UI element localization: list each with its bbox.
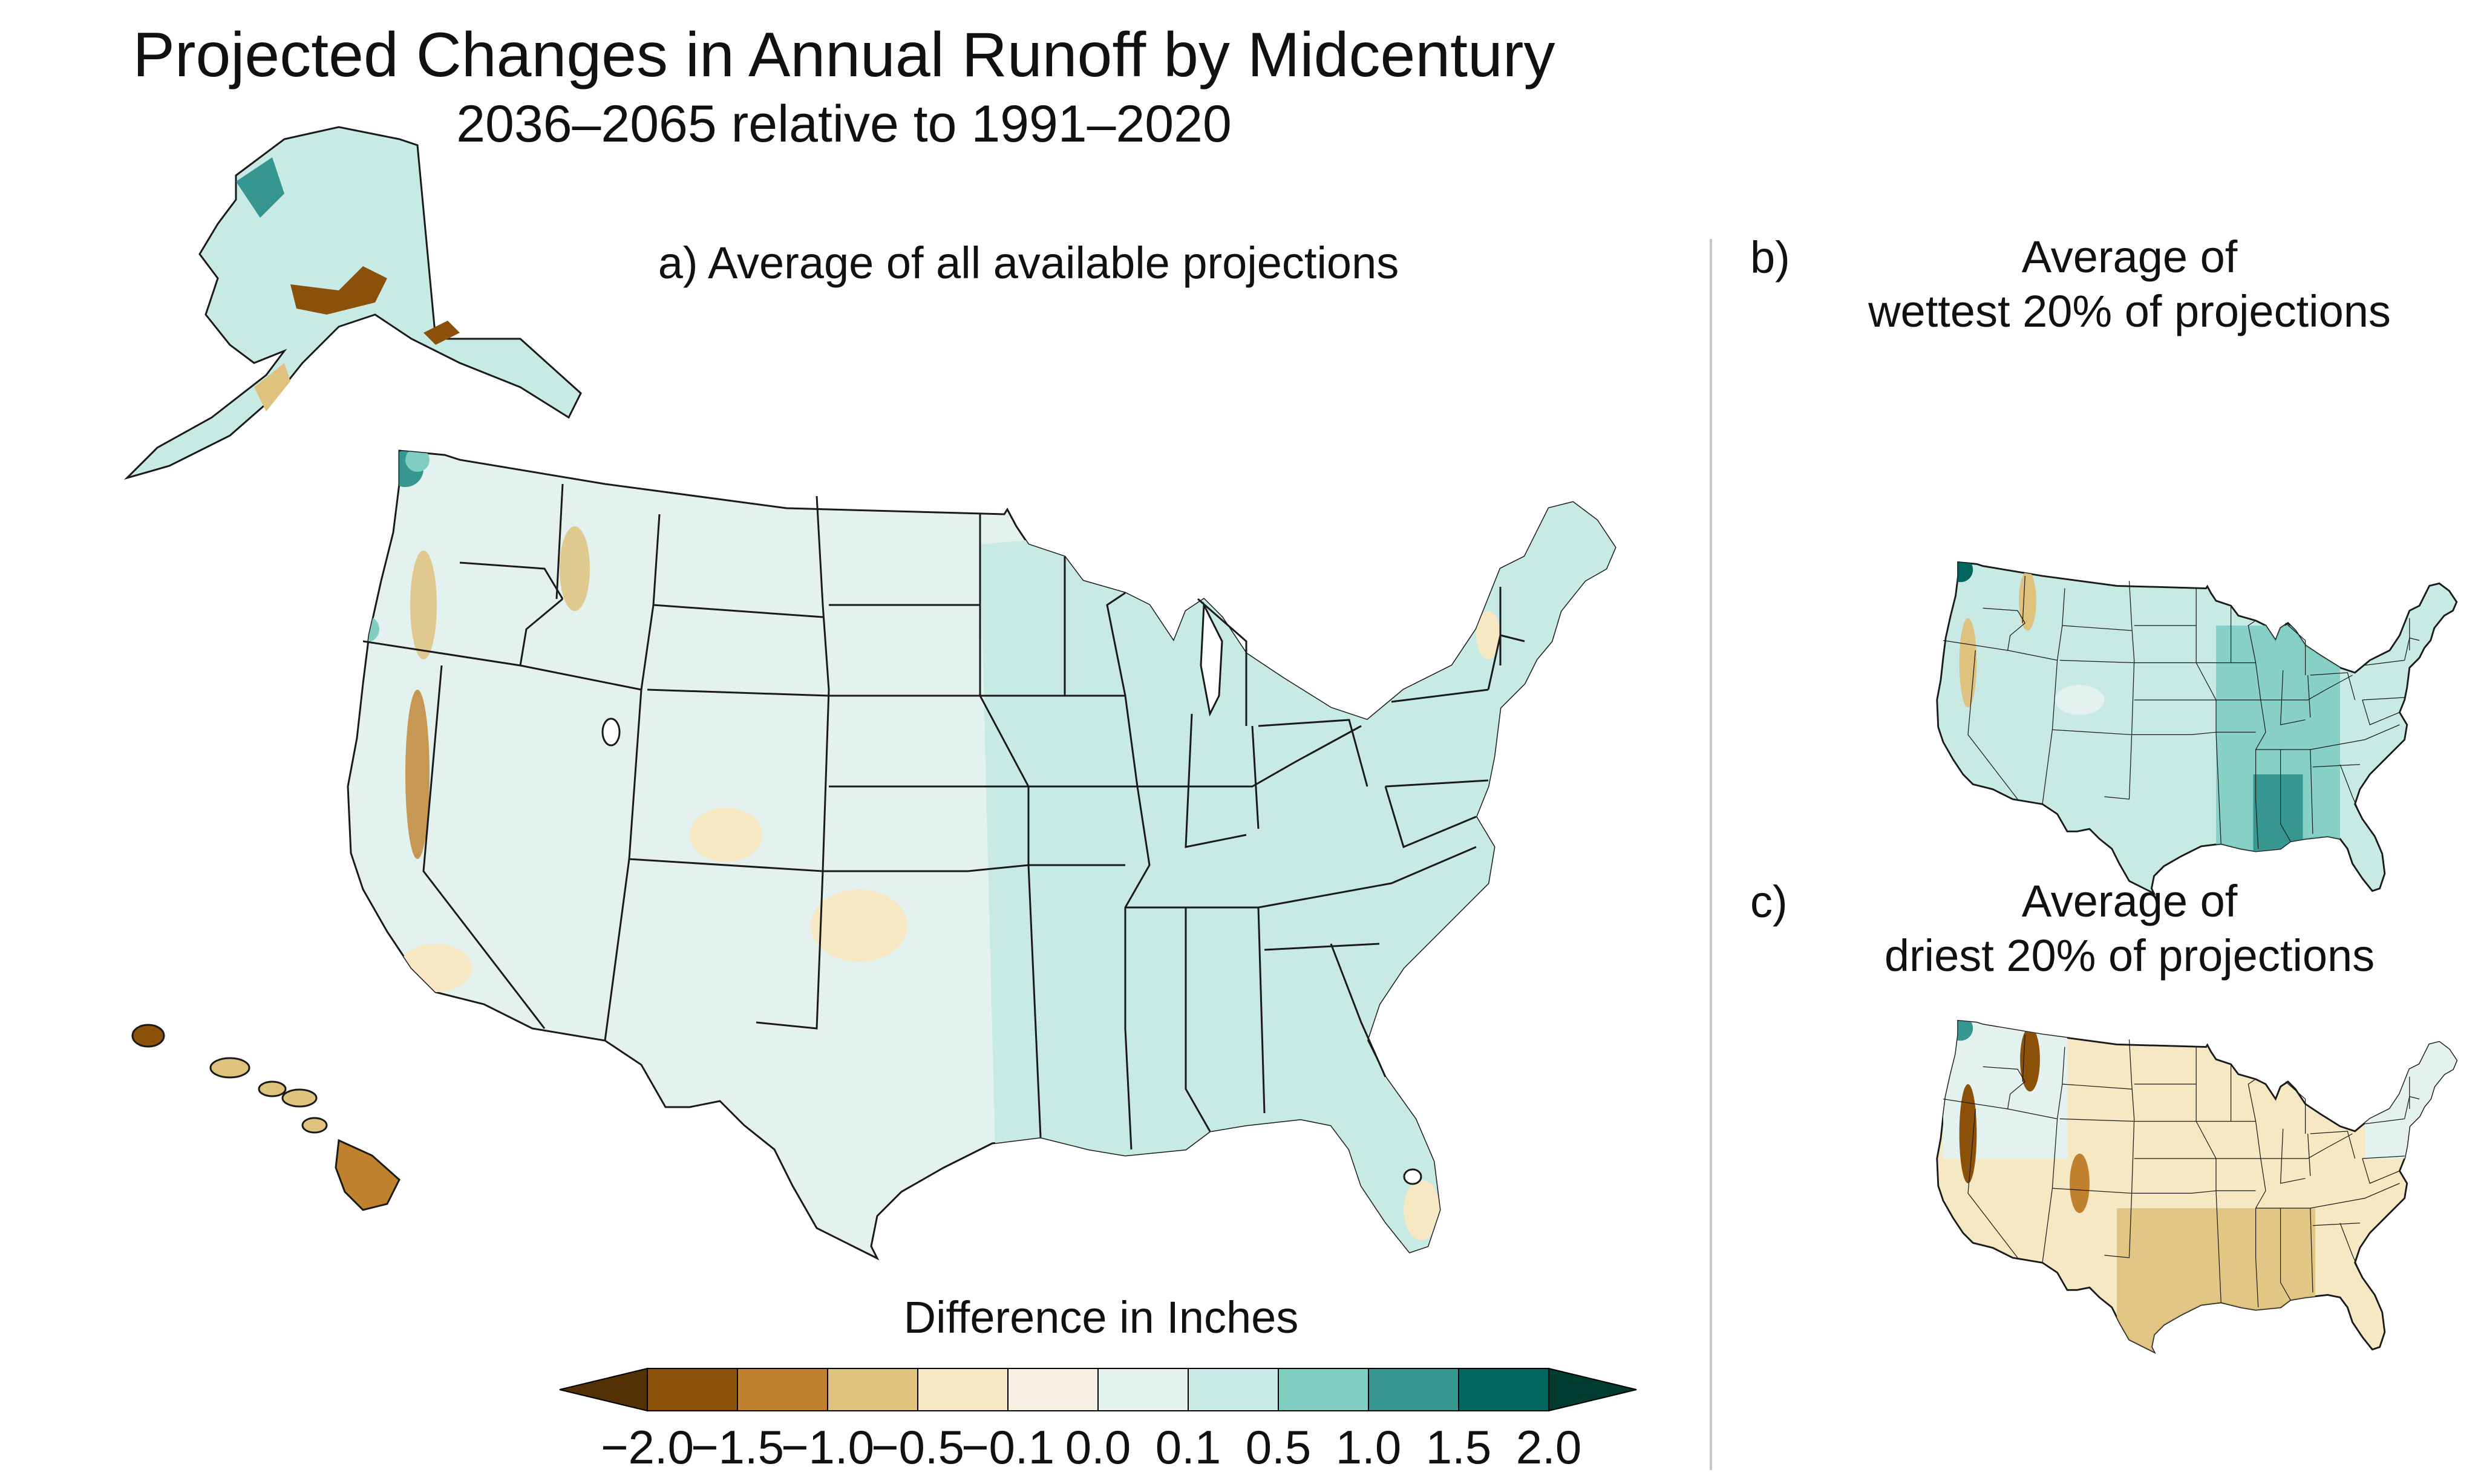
panel-b-label: b) — [1750, 232, 1790, 283]
legend-title: Difference in Inches — [903, 1292, 1299, 1342]
map-hawaii — [131, 1024, 400, 1211]
panel-c-title-line1: Average of — [2021, 876, 2238, 926]
colorbar-swatch — [647, 1368, 738, 1411]
legend-tick-label: 0.1 — [1155, 1420, 1221, 1474]
panel-c-label: c) — [1750, 877, 1788, 927]
chart-subtitle: 2036–2065 relative to 1991–2020 — [456, 95, 1232, 153]
legend-tick-label: −0.5 — [871, 1420, 964, 1474]
panel-a-title: a) Average of all available projections — [658, 238, 1399, 288]
colorbar — [559, 1367, 1637, 1412]
map-conus-driest — [1936, 1020, 2458, 1353]
legend-tick-label: −0.1 — [961, 1420, 1054, 1474]
colorbar-swatch — [917, 1368, 1009, 1411]
map-conus-wettest — [1936, 561, 2458, 895]
legend-tick-label: 1.0 — [1335, 1420, 1402, 1474]
legend-tick-label: −1.0 — [781, 1420, 874, 1474]
colorbar-swatch — [1278, 1368, 1369, 1411]
chart-title: Projected Changes in Annual Runoff by Mi… — [132, 20, 1555, 90]
colorbar-extend-low — [559, 1367, 648, 1412]
legend-tick-label: 1.5 — [1425, 1420, 1492, 1474]
map-conus-main — [347, 449, 1617, 1260]
legend-tick-label: −1.5 — [691, 1420, 784, 1474]
colorbar-swatch — [1458, 1368, 1549, 1411]
colorbar-swatch — [1007, 1368, 1099, 1411]
panel-c-title-line2: driest 20% of projections — [1884, 930, 2375, 981]
colorbar-swatch — [1097, 1368, 1189, 1411]
legend-tick-label: 2.0 — [1515, 1420, 1582, 1474]
panel-c-title: Average of driest 20% of projections — [1815, 874, 2444, 984]
legend-tick-label: 0.0 — [1065, 1420, 1131, 1474]
panel-divider — [1710, 239, 1712, 1470]
colorbar-swatch — [1368, 1368, 1459, 1411]
colorbar-extend-high — [1548, 1367, 1637, 1412]
legend-tick-label: −2.0 — [601, 1420, 694, 1474]
colorbar-swatch — [737, 1368, 828, 1411]
panel-b-title-line1: Average of — [2021, 232, 2238, 282]
colorbar-swatch — [827, 1368, 918, 1411]
legend-tick-label: 0.5 — [1245, 1420, 1312, 1474]
map-alaska — [123, 126, 582, 480]
panel-b-title: Average of wettest 20% of projections — [1815, 230, 2444, 339]
panel-b-title-line2: wettest 20% of projections — [1868, 286, 2391, 337]
colorbar-swatch — [1188, 1368, 1279, 1411]
